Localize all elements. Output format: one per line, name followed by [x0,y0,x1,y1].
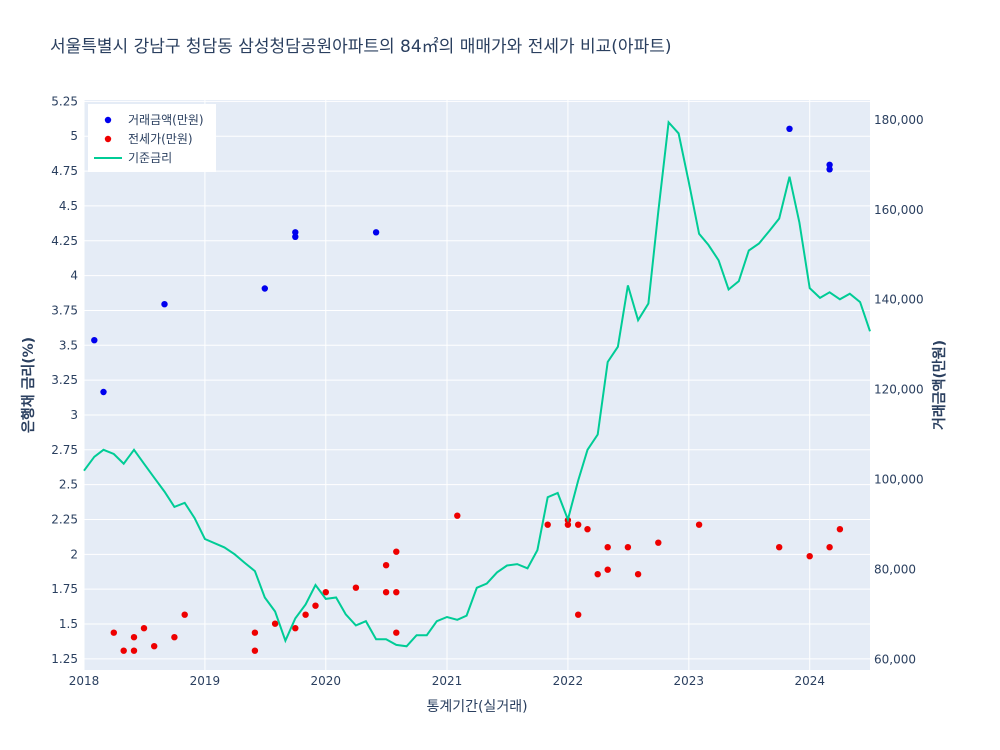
y-right-tick-label: 160,000 [874,203,924,217]
series-layer [83,119,871,654]
jeonse-price-point [544,521,551,528]
y-left-tick-label: 4.75 [51,164,78,178]
jeonse-price-point [271,620,279,627]
jeonse-price-point [322,589,329,596]
x-tick-label: 2023 [674,674,705,688]
y-left-tick-label: 3.25 [51,373,78,387]
y-right-tick-label: 140,000 [874,293,924,307]
jeonse-price-point [624,544,632,551]
y-right-tick-label: 120,000 [874,383,924,397]
plot-background [84,100,870,670]
sale-price-point [826,161,833,168]
jeonse-price-point [695,521,703,528]
jeonse-price-point [382,589,390,596]
sale-price-point [100,388,107,396]
jeonse-price-point [604,566,611,573]
y-axis-left-title: 은행채 금리(%) [21,337,37,433]
legend-item-label: 기준금리 [128,151,172,165]
jeonse-price-point [604,544,611,551]
jeonse-price-point [575,611,582,618]
jeonse-price-point [594,571,601,578]
y-left-tick-label: 2.75 [51,443,78,457]
jeonse-price-point [575,521,582,528]
sale-price-point [372,229,380,236]
jeonse-price-point [140,625,148,632]
chart-title: 서울특별시 강남구 청담동 삼성청담공원아파트의 84㎡의 매매가와 전세가 비… [50,37,672,57]
y-left-tick-label: 1.25 [51,652,78,666]
legend: 거래금액(만원) 전세가(만원) 기준금리 [88,104,216,172]
y-left-tick-label: 2.5 [59,478,78,492]
jeonse-price-point [130,647,138,654]
jeonse-price-point [312,602,319,609]
jeonse-price-point [130,634,138,641]
y-left-tick-label: 1.5 [59,617,78,631]
legend-marker-symbol [104,135,112,143]
sale-price-point [292,233,299,240]
y-left-tick-label: 4.5 [59,199,78,213]
x-tick-label: 2022 [553,674,584,688]
legend-item-label: 거래금액(만원) [128,113,204,127]
legend-item-label: 전세가(만원) [128,132,193,146]
y-right-tick-label: 100,000 [874,473,924,487]
jeonse-price-point [292,625,299,632]
sale-price-point [786,125,793,132]
y-left-tick-label: 2.25 [51,512,78,526]
jeonse-price-point [836,526,844,533]
y-right-tick-label: 180,000 [874,113,924,127]
jeonse-price-point [806,553,813,560]
jeonse-price-point [382,562,390,569]
jeonse-price-point [564,521,572,528]
y-left-tick-label: 4 [70,269,78,283]
jeonse-price-point [393,548,400,555]
x-axis-title: 통계기간(실거래) [426,699,527,715]
x-tick-label: 2020 [311,674,342,688]
sale-price-point [292,229,299,236]
y-left-tick-label: 3.5 [59,338,78,352]
y-left-tick-label: 3.75 [51,303,78,317]
x-tick-label: 2018 [69,674,100,688]
jeonse-price-point [584,526,591,533]
y-axis-right-title: 거래금액(만원) [931,340,948,430]
jeonse-price-point [181,611,188,618]
y-left-tick-label: 5 [70,129,78,143]
y-left-tick-label: 2 [70,547,78,561]
jeonse-price-point [776,544,783,551]
jeonse-price-point [151,643,158,650]
y-left-tick-label: 4.25 [51,234,78,248]
jeonse-price-point [171,634,178,641]
jeonse-price-point [454,512,461,519]
y-right-tick-label: 60,000 [874,653,916,667]
x-tick-label: 2024 [794,674,825,688]
legend-marker-symbol [104,116,112,124]
jeonse-price-point [393,629,400,636]
jeonse-price-point [302,611,309,618]
jeonse-price-point [120,647,127,654]
sale-price-point [161,301,168,308]
y-left-tick-label: 1.75 [51,582,78,596]
jeonse-price-point [251,629,259,636]
jeonse-price-point [352,584,360,591]
jeonse-price-point [634,571,642,578]
jeonse-price-point [251,647,259,654]
x-tick-label: 2019 [190,674,221,688]
jeonse-price-point [826,544,833,551]
sale-price-point [91,337,98,344]
y-left-tick-label: 5.25 [51,94,78,108]
y-left-tick-label: 3 [70,408,78,422]
jeonse-price-point [393,589,400,596]
base-rate-line [83,119,871,648]
jeonse-price-point [655,539,662,546]
jeonse-price-point [110,629,118,636]
x-tick-label: 2021 [432,674,463,688]
sale-price-point [826,166,833,173]
y-right-tick-label: 80,000 [874,563,916,577]
axis-tick-labels: 2018 2019 2020 2021 2022 2023 2024 1.25 1.5 1.75 2… [51,94,923,688]
sale-price-point [261,285,268,292]
